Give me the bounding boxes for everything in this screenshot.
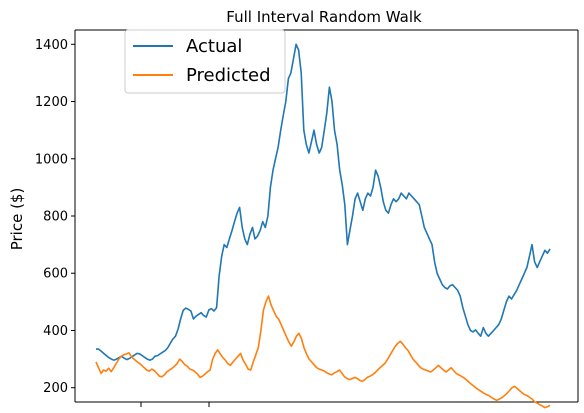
y-tick-label: 1000 [35,152,68,167]
y-tick-label: 400 [43,324,68,339]
legend-label-predicted: Predicted [186,65,271,86]
y-tick-label: 200 [43,381,68,396]
series-lines [95,43,551,409]
series-line-actual [96,43,551,362]
chart-title: Full Interval Random Walk [226,8,422,26]
y-tick-label: 1200 [35,95,68,110]
legend: Actual Predicted [124,29,286,94]
y-tick-label: 600 [43,267,68,282]
legend-label-actual: Actual [186,36,242,57]
x-ticks [140,402,210,407]
y-tick-label: 800 [43,210,68,225]
series-line-predicted [95,295,551,409]
y-ticks: 200 400 600 800 1000 1200 1400 [35,38,75,396]
y-axis-title: Price ($) [8,188,26,251]
y-tick-label: 1400 [35,38,68,53]
